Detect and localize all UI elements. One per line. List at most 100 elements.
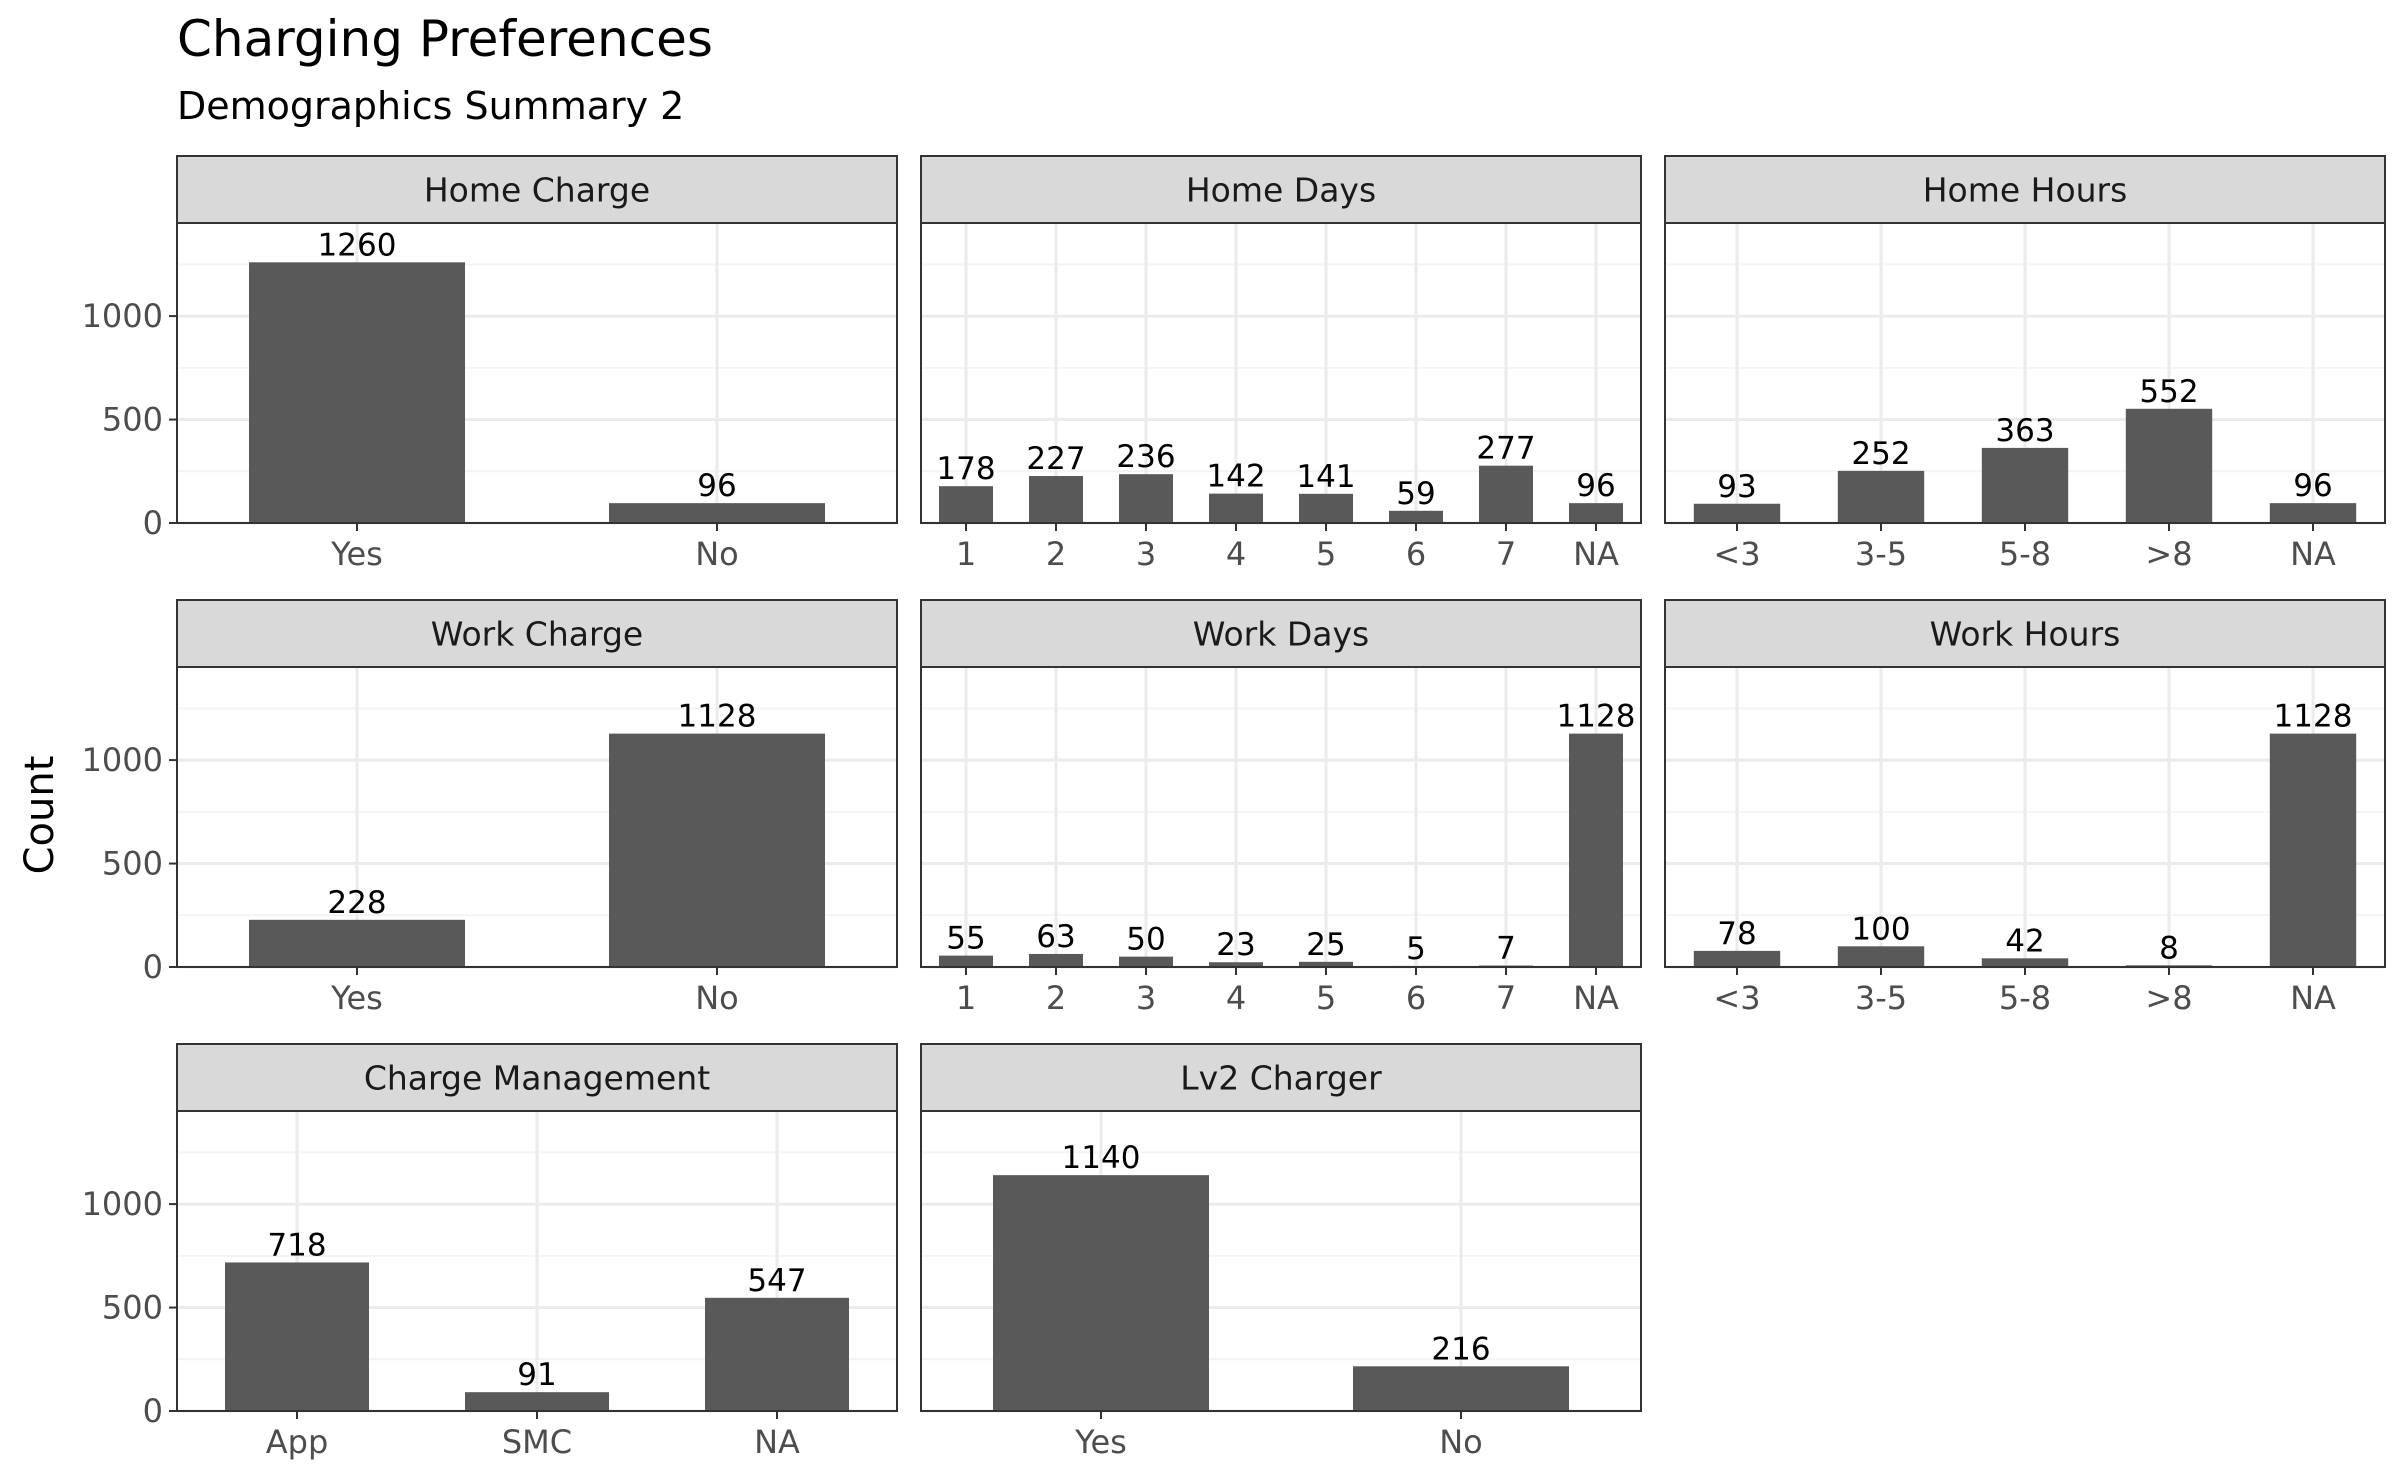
x-tick-label: 4 (1226, 979, 1246, 1017)
x-tick-label: No (695, 979, 739, 1017)
bar-6 (1389, 510, 1443, 523)
facet-strip (176, 599, 898, 668)
bar-4 (1209, 493, 1263, 523)
data-label: 1140 (1062, 1140, 1141, 1176)
y-tick-label: 1000 (82, 1185, 163, 1223)
facet-strip-label: Home Hours (1923, 171, 2128, 210)
x-tick-label: NA (2290, 979, 2336, 1017)
x-tick-label: Yes (1074, 1423, 1127, 1461)
x-tick-label: SMC (502, 1423, 572, 1461)
data-label: 227 (1026, 441, 1085, 477)
facet-strip-label: Home Days (1186, 171, 1376, 210)
x-tick-label: 3 (1136, 535, 1156, 573)
x-tick-label: 3-5 (1855, 535, 1907, 573)
data-label: 25 (1306, 927, 1345, 963)
bar-3 (1119, 474, 1173, 523)
data-label: 1128 (678, 699, 757, 735)
x-tick-label: 7 (1496, 535, 1516, 573)
data-label: 59 (1396, 476, 1435, 512)
x-tick-label: No (1439, 1423, 1483, 1461)
x-tick-label: 3-5 (1855, 979, 1907, 1017)
data-label: 142 (1206, 459, 1265, 495)
data-label: 93 (1717, 469, 1756, 505)
y-tick-label: 500 (102, 845, 163, 883)
data-label: 7 (1496, 931, 1516, 967)
bar-na (1569, 733, 1623, 967)
y-tick-label: 1000 (82, 297, 163, 335)
y-tick-label: 1000 (82, 741, 163, 779)
x-tick-label: <3 (1713, 979, 1760, 1017)
bar-app (225, 1262, 369, 1411)
panel-work-charge: Work Charge 228 1128 Yes No 0 500 1000 (82, 599, 898, 1017)
facet-strip-label: Home Charge (424, 171, 650, 210)
panel-home-charge: Home Charge 1260 96 Yes No 0 500 1000 (82, 155, 898, 573)
x-tick-label: Yes (330, 979, 383, 1017)
bar-no (1353, 1366, 1569, 1411)
data-label: 216 (1431, 1331, 1490, 1367)
bar-5 (1299, 493, 1353, 523)
data-label: 63 (1036, 919, 1075, 955)
panel-lv2-charger: Lv2 Charger 1140 216 Yes No (920, 1043, 1642, 1461)
data-label: 718 (267, 1227, 326, 1263)
facet-strip (920, 155, 1642, 224)
x-tick-label: NA (1573, 535, 1619, 573)
data-label: 363 (1995, 413, 2054, 449)
x-tick-label: <3 (1713, 535, 1760, 573)
data-label: 8 (2159, 930, 2179, 966)
x-tick-label: 1 (956, 535, 976, 573)
data-label: 178 (936, 451, 995, 487)
data-label: 277 (1476, 431, 1535, 467)
plot-background (921, 667, 1641, 967)
data-label: 55 (946, 921, 985, 957)
x-tick-label: NA (754, 1423, 800, 1461)
data-label: 1260 (318, 227, 397, 263)
data-label: 23 (1216, 927, 1255, 963)
x-tick-label: >8 (2145, 535, 2192, 573)
data-label: 236 (1116, 439, 1175, 475)
bar-8 (2125, 408, 2213, 523)
data-label: 547 (747, 1263, 806, 1299)
bar-na (705, 1297, 849, 1411)
x-tick-label: App (266, 1423, 329, 1461)
data-label: 96 (2293, 468, 2332, 504)
x-tick-label: 5 (1316, 535, 1336, 573)
bar-2 (1029, 953, 1083, 967)
bar-5 (1299, 961, 1353, 967)
x-tick-label: NA (2290, 535, 2336, 573)
panel-home-hours: Home Hours 93 252 363 552 96 <3 3-5 5-8 >8 NA (1664, 155, 2386, 573)
x-tick-label: 1 (956, 979, 976, 1017)
panel-charge-management: Charge Management 718 91 547 App SMC NA 0 500 100… (82, 1043, 898, 1461)
bar-no (609, 733, 825, 967)
bar-3 (1119, 956, 1173, 967)
facet-strip (176, 1043, 898, 1112)
x-tick-label: 4 (1226, 535, 1246, 573)
bar-no (609, 503, 825, 523)
x-tick-label: 7 (1496, 979, 1516, 1017)
x-tick-label: 2 (1046, 535, 1066, 573)
facet-strip (1664, 155, 2386, 224)
x-tick-label: 6 (1406, 979, 1426, 1017)
facet-strip-label: Charge Management (364, 1059, 710, 1098)
bar-1 (939, 955, 993, 967)
x-tick-label: 6 (1406, 535, 1426, 573)
facet-strip-label: Lv2 Charger (1180, 1059, 1382, 1098)
facet-strip-label: Work Hours (1930, 615, 2121, 654)
y-tick-label: 500 (102, 1289, 163, 1327)
bar-yes (249, 919, 465, 967)
bar-2 (1029, 476, 1083, 523)
y-tick-label: 0 (143, 1392, 163, 1430)
y-tick-label: 0 (143, 948, 163, 986)
x-tick-label: NA (1573, 979, 1619, 1017)
bar-yes (993, 1175, 1209, 1411)
data-label: 1128 (1557, 699, 1636, 735)
panel-home-days: Home Days 178 227 236 142 141 59 277 96 1 2 3 4 5 6 7 NA (920, 155, 1642, 573)
bar-3 (1693, 503, 1781, 523)
x-tick-label: Yes (330, 535, 383, 573)
x-tick-label: 5 (1316, 979, 1336, 1017)
x-tick-label: 3 (1136, 979, 1156, 1017)
bar-1 (939, 486, 993, 523)
panel-border (176, 222, 898, 524)
bar-5-8 (1981, 447, 2069, 523)
